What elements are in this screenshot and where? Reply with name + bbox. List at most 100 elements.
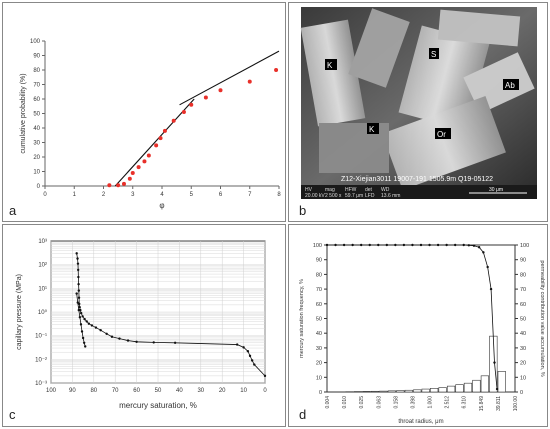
panel-letter-c: c — [9, 407, 16, 422]
x-tick-label: 5 — [190, 192, 194, 198]
mineral-labels: K S Ab K Or — [325, 48, 519, 139]
x-tick-label: 100 — [46, 388, 57, 394]
bar — [497, 371, 506, 393]
data-point — [77, 275, 80, 279]
cumulative-point — [489, 287, 493, 291]
cumulative-point — [445, 243, 448, 247]
y-tick-label: 20 — [33, 155, 40, 161]
scale-bar-label: 30 μm — [489, 187, 503, 193]
panel-letter-b: b — [299, 203, 307, 218]
svg-text:59.7 μm: 59.7 μm — [345, 193, 363, 199]
data-point — [105, 332, 108, 335]
y-tick-label-left: 40 — [316, 331, 322, 337]
x-tick-label: 7 — [248, 192, 252, 198]
y-tick-label-right: 20 — [520, 361, 526, 367]
bar — [446, 385, 456, 393]
data-point — [253, 363, 256, 366]
y-tick-label: 10⁻² — [35, 357, 47, 363]
x-tick-label: 10 — [240, 388, 247, 394]
cumulative-point — [402, 243, 406, 247]
x-axis-label: mercury saturation, % — [119, 401, 197, 410]
x-tick-label: 50 — [155, 388, 162, 394]
x-tick-label: 60 — [133, 388, 140, 394]
y-tick-label-left: 60 — [316, 302, 322, 308]
cumulative-point — [482, 251, 485, 254]
panel-letter-a: a — [9, 203, 17, 218]
bar — [472, 379, 481, 393]
cumulative-point — [377, 243, 380, 247]
y-tick-label: 80 — [33, 68, 40, 74]
y-tick-label: 100 — [30, 39, 41, 45]
x-axis-label: throat radius, μm — [398, 419, 443, 425]
y-tick-label-right: 30 — [520, 346, 526, 352]
data-point — [94, 326, 98, 329]
data-point — [250, 359, 254, 362]
fit-line — [114, 98, 195, 187]
data-point — [78, 305, 81, 309]
y-axis-label-right: permeability contribution value accumula… — [539, 260, 545, 376]
cumulative-point — [334, 243, 337, 247]
y-tick-label: 10⁰ — [38, 309, 48, 316]
cumulative-point — [477, 246, 481, 249]
data-point — [79, 323, 83, 326]
x-tick-label: 8 — [277, 192, 281, 198]
cumulative-point — [325, 243, 329, 247]
data-point — [218, 88, 223, 93]
data-point — [142, 159, 147, 164]
x-tick-label: 0.004 — [325, 396, 331, 409]
x-tick-label: 0.010 — [342, 396, 348, 409]
y-tick-label-right: 40 — [520, 331, 526, 337]
grain-size-probability-chart: 0 10 20 30 40 50 60 70 80 90 100 0 1 2 3 4 5 6 7 8 φ cumulati… — [20, 39, 281, 210]
data-point — [76, 301, 79, 304]
data-point — [135, 340, 138, 344]
panel-b: K S Ab K Or Z12-Xiejian3011 19007-191 15… — [288, 2, 548, 222]
cumulative-point — [493, 361, 496, 364]
y-tick-label: 10² — [38, 263, 47, 269]
sem-micrograph: K S Ab K Or Z12-Xiejian3011 19007-191 15… — [300, 7, 537, 199]
x-axis-label: φ — [159, 201, 164, 210]
y-tick-label-left: 100 — [313, 243, 322, 249]
mineral-label: Ab — [505, 81, 515, 90]
mineral-label: Or — [437, 130, 446, 139]
y-tick-label-left: 20 — [316, 361, 322, 367]
bar — [370, 390, 380, 393]
data-point — [76, 262, 80, 265]
bar — [480, 375, 489, 393]
panel-c: 100 90 80 70 60 50 40 30 20 10 0 10⁻³ 10⁻² 10⁻¹ 10⁰ 10¹… — [2, 224, 286, 427]
sem-caption: Z12-Xiejian3011 19007-191 1505.9m Q19-05… — [341, 176, 493, 183]
data-point — [78, 316, 82, 319]
y-tick-label-left: 10 — [316, 375, 322, 381]
y-tick-label-right: 10 — [520, 375, 526, 381]
data-point — [242, 346, 245, 349]
bar — [404, 389, 413, 393]
crystal-clusters — [300, 8, 535, 191]
capillary-pressure-chart: 100 90 80 70 60 50 40 30 20 10 010⁻³10⁻²10⁻¹10⁰10¹… — [16, 239, 267, 410]
data-point — [158, 136, 163, 141]
data-point — [81, 336, 85, 340]
mineral-label: K — [327, 61, 333, 70]
x-tick-label: 40 — [176, 388, 183, 394]
y-tick-label-left: 30 — [316, 346, 322, 352]
x-tick-label: 70 — [112, 388, 119, 394]
y-tick-label-right: 70 — [520, 287, 526, 293]
data-point — [84, 345, 87, 348]
x-tick-label: 100.00 — [513, 396, 519, 412]
svg-text:mag: mag — [325, 187, 335, 193]
x-tick-label: 15.849 — [479, 396, 485, 412]
y-tick-label: 10¹ — [38, 286, 47, 292]
y-tick-label: 10⁻¹ — [35, 334, 47, 340]
x-tick-label: 0.398 — [410, 396, 416, 409]
panel-d: 0 10 20 30 40 50 60 70 80 90 100 0 10 20 30 40 50 60 70 80 9… — [288, 224, 548, 427]
data-point — [83, 317, 86, 321]
bar — [413, 389, 422, 393]
y-tick-label: 60 — [33, 97, 40, 103]
data-point — [75, 252, 78, 255]
x-tick-label: 0.025 — [359, 396, 365, 409]
x-tick-label: 0.063 — [376, 396, 382, 409]
svg-text:20.00 kV: 20.00 kV — [305, 193, 325, 199]
cumulative-point — [453, 243, 457, 247]
bar — [379, 390, 388, 393]
x-tick-label: 0 — [43, 192, 47, 198]
cumulative-point — [467, 244, 471, 247]
x-tick-label: 39.811 — [496, 396, 502, 411]
